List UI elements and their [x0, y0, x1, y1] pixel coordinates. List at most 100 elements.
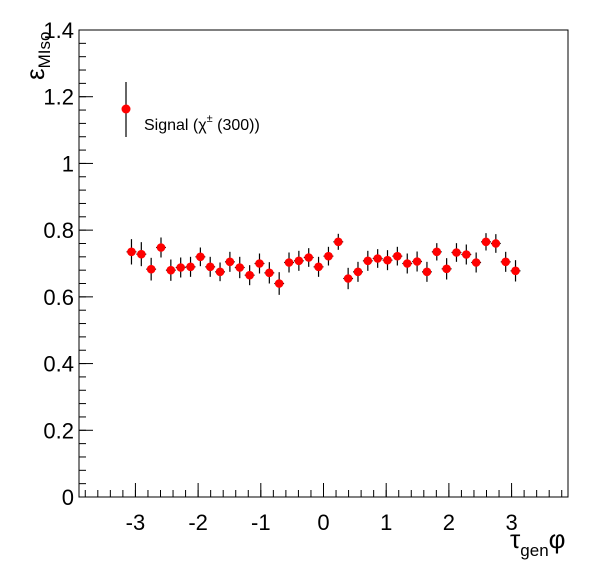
data-point: [274, 272, 285, 295]
marker: [471, 258, 481, 267]
marker: [137, 249, 146, 259]
y-tick-label: 0: [62, 485, 74, 510]
data-point: [471, 252, 482, 273]
data-point: [333, 233, 344, 250]
marker: [333, 237, 343, 247]
data-point: [146, 257, 157, 281]
marker: [196, 252, 205, 262]
data-point: [254, 253, 265, 274]
data-point: [234, 256, 245, 279]
marker: [284, 258, 294, 267]
y-tick-label: 0.4: [43, 352, 74, 377]
marker: [314, 262, 323, 272]
y-tick-label: 1: [62, 151, 74, 176]
data-point: [303, 248, 314, 267]
data-point: [313, 256, 324, 277]
data-point: [136, 242, 147, 267]
y-tick-label: 1.4: [43, 18, 74, 43]
data-point: [185, 256, 196, 277]
marker: [146, 264, 156, 274]
data-point: [412, 251, 423, 272]
data-point: [264, 262, 275, 284]
data-point: [224, 251, 235, 272]
data-point: [244, 265, 255, 286]
data-point: [422, 261, 432, 282]
marker: [176, 263, 185, 272]
marker: [215, 267, 225, 277]
data-point: [215, 262, 225, 282]
x-tick-label: 2: [443, 510, 455, 535]
marker: [442, 264, 451, 274]
legend-label: Signal (χ± (300)): [144, 113, 260, 134]
marker: [245, 270, 254, 280]
data-point: [323, 246, 334, 266]
data-point: [451, 243, 462, 262]
marker: [363, 256, 373, 266]
data-point: [461, 244, 472, 265]
y-tick-label: 0.2: [43, 418, 74, 443]
marker: [205, 262, 215, 272]
marker: [235, 263, 245, 272]
data-point: [431, 243, 442, 261]
marker: [294, 256, 304, 266]
data-point: [353, 261, 363, 282]
legend: Signal (χ± (300)): [121, 82, 260, 137]
marker: [481, 237, 491, 247]
data-point: [156, 237, 166, 258]
data-point: [165, 259, 176, 281]
data-point: [441, 258, 452, 280]
y-tick-label: 1.2: [43, 85, 74, 110]
data-point: [362, 250, 373, 271]
marker: [353, 267, 363, 277]
marker: [491, 239, 501, 248]
marker: [452, 248, 461, 257]
marker: [511, 266, 520, 276]
x-tick-label: -3: [126, 510, 146, 535]
data-points: [126, 233, 521, 295]
y-tick-label: 0.6: [43, 285, 74, 310]
marker: [304, 253, 314, 262]
marker: [462, 250, 471, 259]
marker: [383, 255, 392, 265]
marker: [432, 247, 442, 257]
plot-frame: [78, 29, 569, 498]
marker: [412, 257, 422, 266]
data-point: [126, 239, 137, 265]
marker: [324, 251, 333, 261]
marker: [186, 262, 195, 272]
x-tick-label: -1: [251, 510, 271, 535]
x-tick-label: 1: [380, 510, 392, 535]
data-point: [510, 260, 521, 282]
x-axis-ticks: -3 -2 -1 0 1 2 3: [84, 483, 563, 535]
marker: [255, 259, 264, 268]
marker: [265, 268, 274, 278]
marker: [274, 279, 284, 288]
y-tick-label: 0.8: [43, 218, 74, 243]
marker: [373, 254, 382, 263]
data-point: [402, 253, 413, 274]
marker: [343, 274, 353, 283]
marker: [393, 251, 402, 261]
marker: [166, 265, 176, 275]
data-point: [343, 267, 354, 290]
data-point: [195, 247, 206, 267]
x-tick-label: 0: [317, 510, 329, 535]
legend-marker: [121, 104, 131, 114]
data-point: [392, 246, 403, 266]
marker: [422, 267, 432, 277]
x-axis-title: τgenφ: [510, 524, 566, 560]
data-point: [175, 257, 186, 278]
data-point: [205, 256, 216, 277]
marker: [156, 243, 166, 252]
data-point: [372, 249, 383, 268]
data-point: [481, 233, 491, 251]
marker: [225, 257, 235, 267]
data-point: [293, 250, 304, 271]
data-point: [382, 250, 393, 271]
y-axis-ticks: 0 0.2 0.4 0.6 0.8 1 1.2 1.4: [43, 18, 93, 510]
marker: [501, 257, 510, 267]
data-point: [500, 251, 511, 272]
x-tick-label: 3: [505, 510, 517, 535]
marker: [127, 247, 136, 257]
